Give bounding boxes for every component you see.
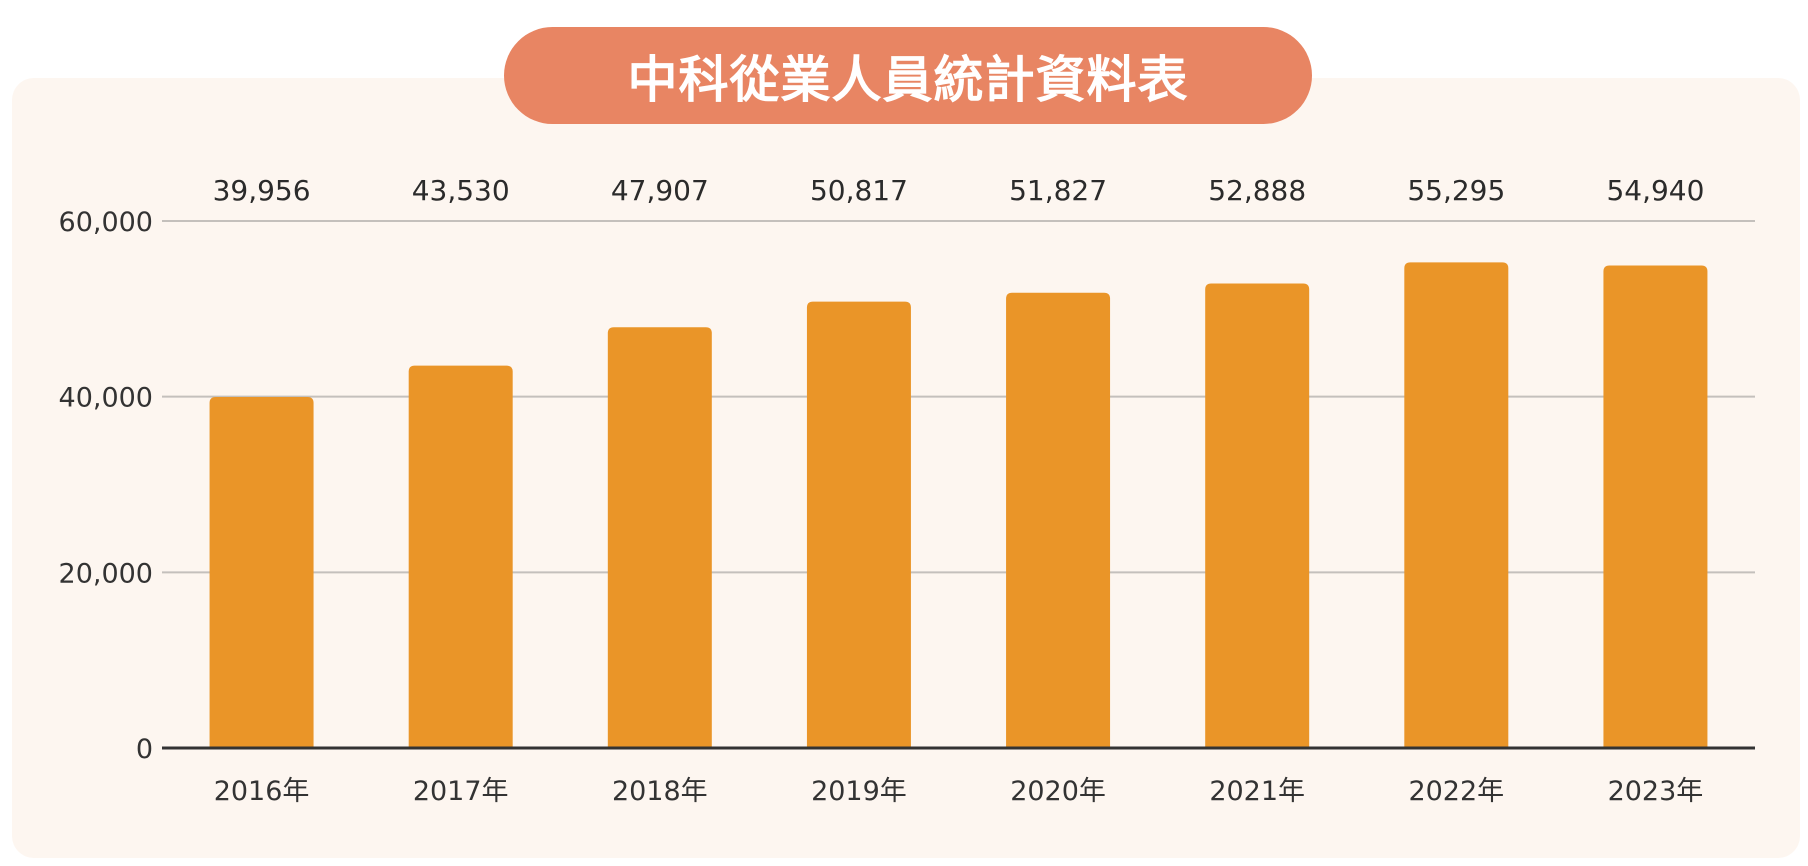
y-axis-ticks: 0 20,000 40,000 60,000 (59, 207, 153, 765)
x-axis-ticks: 2016年 2017年 2018年 2019年 2020年 2021年 2022年 2023年 (214, 776, 1704, 807)
bar-2017年 (408, 365, 513, 748)
x-tick-label: 2020年 (1010, 776, 1106, 807)
value-labels: 39,956 43,530 47,907 50,817 51,827 52,888 55,2… (213, 174, 1705, 207)
bar-2021年 (1205, 283, 1310, 748)
bar-2019年 (806, 301, 911, 748)
x-tick-label: 2019年 (811, 776, 907, 807)
gridlines (162, 220, 1755, 574)
chart-title: 中科從業人員統計資料表 (627, 50, 1189, 109)
bar-2018年 (607, 327, 712, 748)
value-label: 50,817 (810, 174, 908, 207)
y-tick-label: 60,000 (59, 207, 153, 238)
y-tick-label: 0 (136, 734, 153, 765)
value-label: 47,907 (611, 174, 709, 207)
value-label: 52,888 (1208, 174, 1306, 207)
y-tick-label: 40,000 (59, 383, 153, 414)
bar-2022年 (1404, 262, 1509, 748)
x-tick-label: 2021年 (1209, 776, 1305, 807)
value-label: 43,530 (412, 174, 510, 207)
bars (209, 262, 1708, 748)
value-label: 54,940 (1606, 174, 1704, 207)
value-label: 55,295 (1407, 174, 1505, 207)
bar-2023年 (1603, 265, 1708, 748)
y-tick-label: 20,000 (59, 558, 153, 589)
value-label: 51,827 (1009, 174, 1107, 207)
title-banner: 中科從業人員統計資料表 (504, 27, 1312, 124)
x-tick-label: 2017年 (413, 776, 509, 807)
bar-2016年 (209, 397, 314, 748)
x-tick-label: 2023年 (1608, 776, 1704, 807)
bar-2020年 (1006, 292, 1111, 748)
x-tick-label: 2022年 (1408, 776, 1504, 807)
x-tick-label: 2016年 (214, 776, 310, 807)
value-label: 39,956 (213, 174, 311, 207)
x-tick-label: 2018年 (612, 776, 708, 807)
